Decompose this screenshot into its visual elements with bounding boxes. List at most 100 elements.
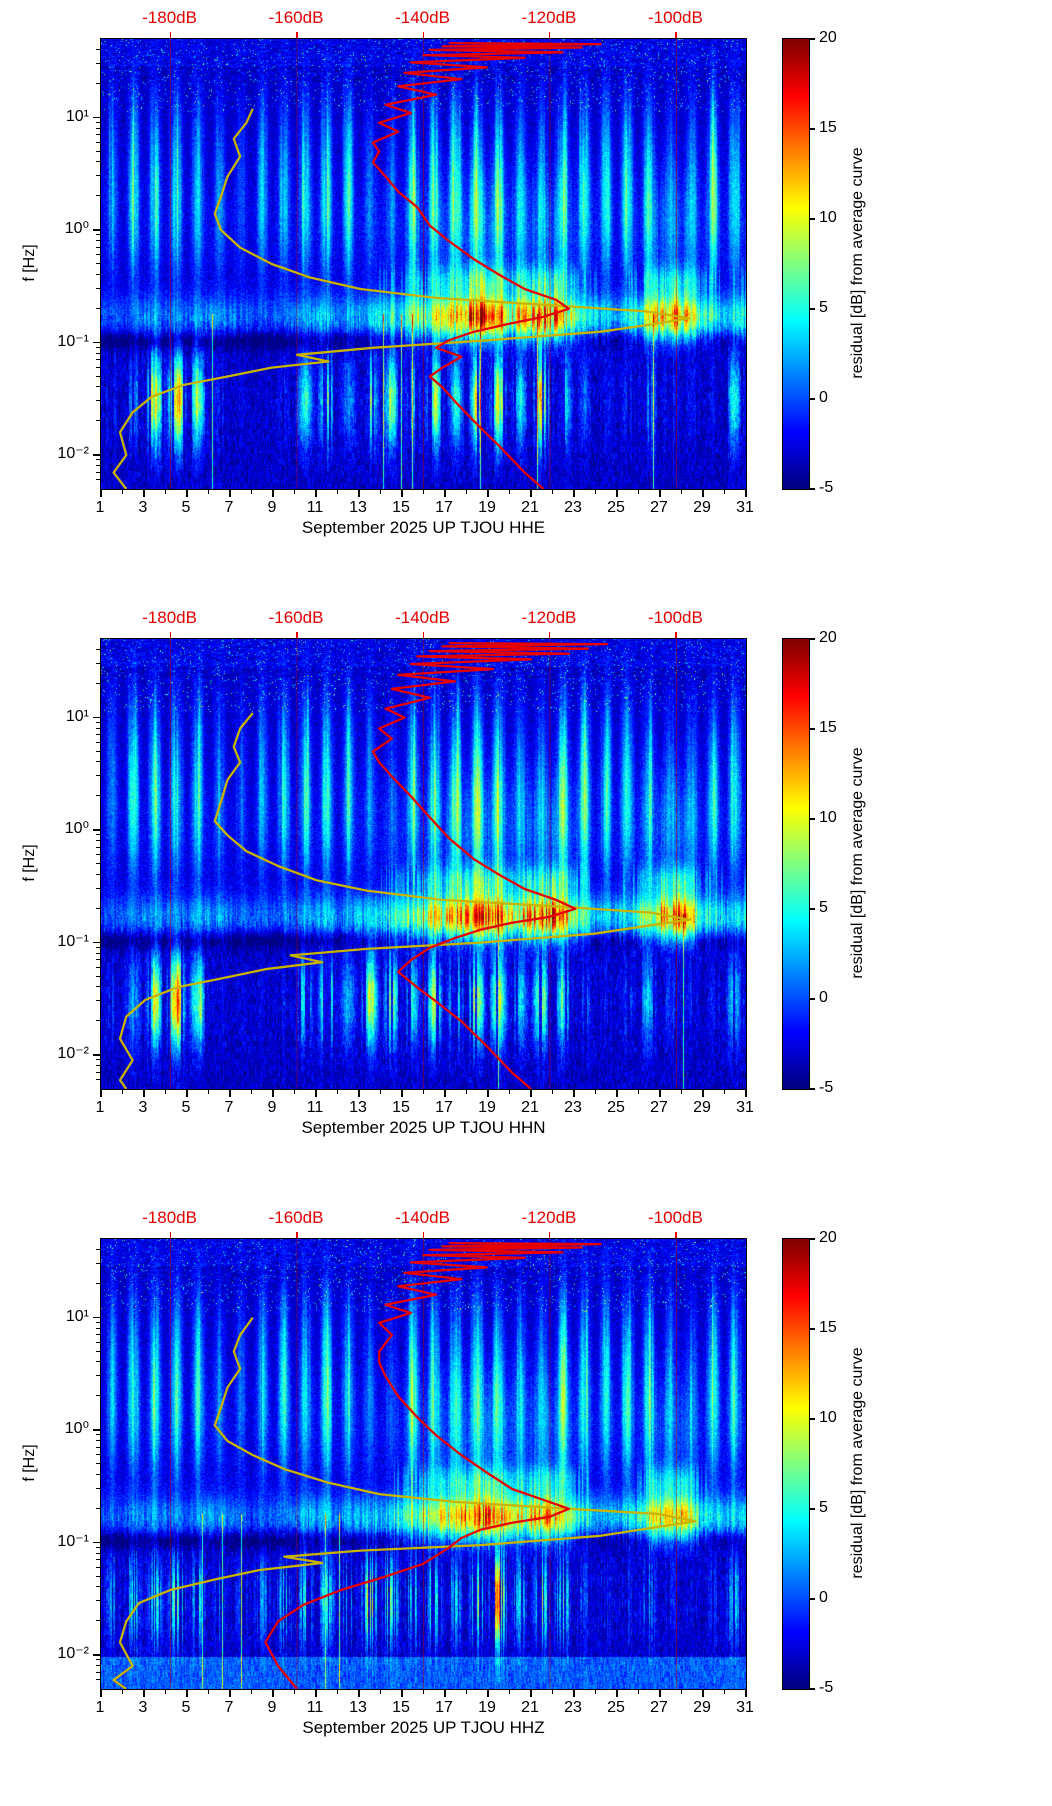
x-tick-label: 1 xyxy=(95,499,105,516)
top-axis-tick-label: -160dB xyxy=(268,1208,324,1227)
y-minor-tick-mark xyxy=(96,662,100,664)
x-tick-label: 25 xyxy=(607,1699,625,1716)
x-minor-tick-mark xyxy=(465,1690,467,1694)
top-axis-tick-label: -180dB xyxy=(142,1208,197,1227)
x-minor-tick-mark xyxy=(637,1090,639,1094)
colorbar-canvas xyxy=(783,639,809,1089)
x-minor-tick-mark xyxy=(336,490,338,494)
y-minor-tick-mark xyxy=(96,141,100,143)
x-minor-tick-mark xyxy=(508,1690,510,1694)
y-minor-tick-mark xyxy=(96,375,100,377)
x-tick-label: 15 xyxy=(392,499,410,516)
colorbar-tick-mark xyxy=(810,1688,815,1690)
x-minor-tick-mark xyxy=(594,490,596,494)
colorbar-tick-mark xyxy=(810,638,815,640)
x-tick-mark xyxy=(616,1090,618,1097)
colorbar xyxy=(782,638,810,1090)
spectrogram-plot xyxy=(100,638,747,1090)
x-tick-mark xyxy=(659,490,661,497)
y-minor-tick-mark xyxy=(96,1487,100,1489)
x-minor-tick-mark xyxy=(551,490,553,494)
colorbar-tick-mark xyxy=(810,1598,815,1600)
y-minor-tick-mark xyxy=(96,465,100,467)
x-tick-mark xyxy=(616,490,618,497)
x-tick-label: 11 xyxy=(306,499,324,516)
y-minor-tick-mark xyxy=(96,840,100,842)
x-tick-label: 21 xyxy=(521,1099,539,1116)
y-minor-tick-mark xyxy=(96,287,100,289)
y-tick-mark xyxy=(93,941,100,944)
colorbar-tick-label: -5 xyxy=(819,479,834,496)
x-minor-tick-mark xyxy=(723,1690,725,1694)
x-tick-label: 17 xyxy=(435,499,453,516)
x-tick-label: 19 xyxy=(478,1099,496,1116)
x-minor-tick-mark xyxy=(422,1690,424,1694)
x-tick-label: 3 xyxy=(138,499,148,516)
y-minor-tick-mark xyxy=(96,366,100,368)
x-tick-mark xyxy=(487,1690,489,1697)
top-axis-tick-label: -100dB xyxy=(648,1208,703,1227)
x-tick-mark xyxy=(186,1090,188,1097)
colorbar-tick-mark xyxy=(810,818,815,820)
colorbar-tick-mark xyxy=(810,38,815,40)
x-tick-mark xyxy=(358,1690,360,1697)
y-tick-label: 10⁻¹ xyxy=(57,932,89,950)
y-tick-mark xyxy=(93,454,100,456)
x-tick-mark xyxy=(358,490,360,497)
x-minor-tick-mark xyxy=(508,490,510,494)
y-tick-mark xyxy=(93,829,100,831)
y-minor-tick-mark xyxy=(96,648,100,650)
x-tick-mark xyxy=(444,1090,446,1097)
colorbar-tick-label: 10 xyxy=(819,209,837,226)
x-tick-label: 15 xyxy=(392,1699,410,1716)
y-minor-tick-mark xyxy=(96,1600,100,1602)
y-minor-tick-mark xyxy=(96,1620,100,1622)
x-minor-tick-mark xyxy=(680,490,682,494)
colorbar-label: residual [dB] from average curve xyxy=(849,747,866,979)
x-tick-mark xyxy=(702,1690,704,1697)
y-minor-tick-mark xyxy=(96,952,100,954)
x-tick-label: 31 xyxy=(736,1699,754,1716)
y-minor-tick-mark xyxy=(96,1659,100,1661)
y-minor-tick-mark xyxy=(96,907,100,909)
top-axis-tick-mark xyxy=(169,632,172,638)
y-minor-tick-mark xyxy=(96,134,100,136)
y-minor-tick-mark xyxy=(96,254,100,256)
y-minor-tick-mark xyxy=(96,1361,100,1363)
x-minor-tick-mark xyxy=(594,1690,596,1694)
top-axis-tick-mark xyxy=(422,32,424,38)
y-minor-tick-mark xyxy=(96,1566,100,1568)
x-tick-label: 13 xyxy=(349,499,367,516)
x-tick-label: 19 xyxy=(478,499,496,516)
x-tick-label: 29 xyxy=(693,1699,711,1716)
colorbar-tick-label: 5 xyxy=(819,899,828,916)
colorbar-tick-label: 15 xyxy=(819,1319,837,1336)
x-tick-mark xyxy=(401,1690,403,1697)
y-tick-label: 10⁻¹ xyxy=(57,1532,89,1550)
x-tick-mark xyxy=(530,1090,532,1097)
y-tick-mark xyxy=(93,1541,100,1544)
colorbar-tick-mark xyxy=(810,308,815,310)
x-axis-label: September 2025 UP TJOU HHN xyxy=(301,1118,546,1137)
top-axis-tick-mark xyxy=(422,1232,424,1238)
colorbar xyxy=(782,38,810,490)
x-tick-mark xyxy=(100,1690,102,1697)
y-minor-tick-mark xyxy=(96,479,100,481)
y-tick-label: 10⁻¹ xyxy=(57,332,89,350)
x-tick-label: 7 xyxy=(224,1699,234,1716)
y-minor-tick-mark xyxy=(96,795,100,797)
x-tick-label: 29 xyxy=(693,1099,711,1116)
spectrogram-plot xyxy=(100,38,747,490)
x-tick-label: 13 xyxy=(349,1099,367,1116)
y-minor-tick-mark xyxy=(96,1327,100,1329)
y-tick-label: 10⁰ xyxy=(64,1420,89,1438)
x-minor-tick-mark xyxy=(465,490,467,494)
colorbar-tick-mark xyxy=(810,128,815,130)
x-minor-tick-mark xyxy=(379,1690,381,1694)
y-minor-tick-mark xyxy=(96,1065,100,1067)
x-tick-mark xyxy=(143,1690,145,1697)
y-minor-tick-mark xyxy=(96,761,100,763)
x-tick-mark xyxy=(229,490,231,497)
y-minor-tick-mark xyxy=(96,1473,100,1475)
